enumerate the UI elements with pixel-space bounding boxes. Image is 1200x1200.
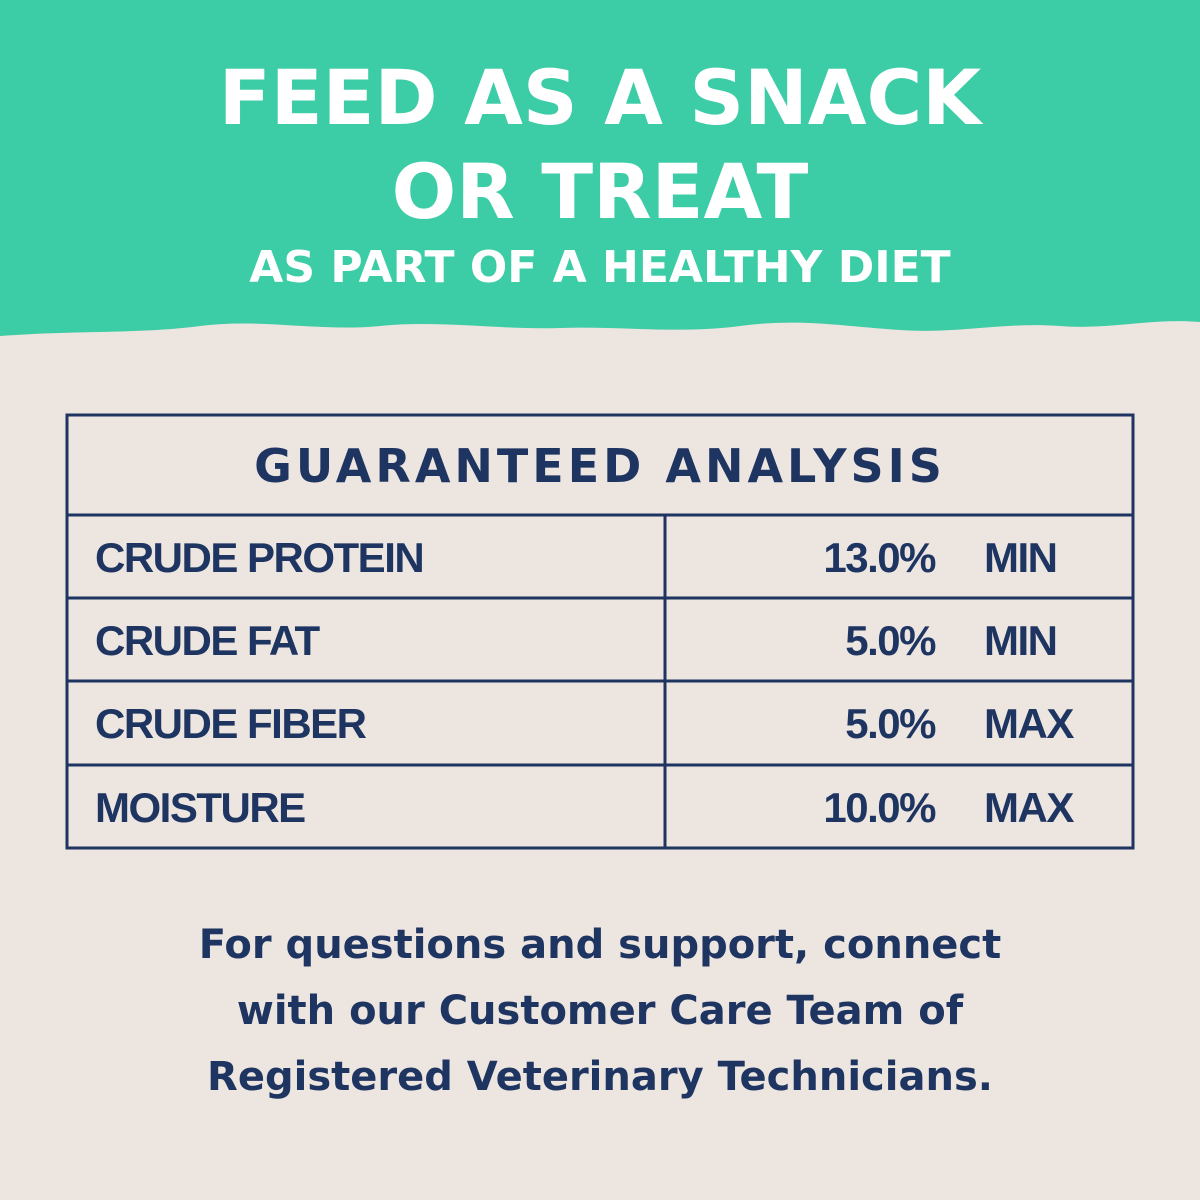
qualifier: MAX xyxy=(984,700,1074,747)
footer-line: Registered Veterinary Technicians. xyxy=(207,1054,993,1100)
qualifier: MIN xyxy=(984,534,1057,581)
qualifier: MIN xyxy=(984,617,1057,664)
amount: 13.0% xyxy=(823,534,936,581)
table-frame xyxy=(65,413,1135,850)
nutrient: CRUDE FIBER xyxy=(95,700,367,747)
footer-line: For questions and support, connect xyxy=(199,922,1002,968)
nutrient: CRUDE PROTEIN xyxy=(95,534,423,581)
title-line: FEED AS A SNACK xyxy=(219,53,985,142)
table-rows: CRUDE PROTEIN 13.0% MIN CRUDE FAT 5.0% MIN CRU… xyxy=(95,534,1076,831)
qualifier: MAX xyxy=(984,784,1074,831)
title-line: OR TREAT xyxy=(392,147,809,236)
amount: 5.0% xyxy=(845,617,936,664)
nutrient: MOISTURE xyxy=(95,784,305,831)
amount: 10.0% xyxy=(823,784,936,831)
footer-line: with our Customer Care Team of xyxy=(237,988,964,1034)
nutrient: CRUDE FAT xyxy=(95,617,321,664)
subtitle: AS PART OF A HEALTHY DIET xyxy=(249,242,950,293)
amount: 5.0% xyxy=(845,700,936,747)
header-band xyxy=(0,0,1200,336)
table-title: GUARANTEED ANALYSIS xyxy=(254,439,946,493)
